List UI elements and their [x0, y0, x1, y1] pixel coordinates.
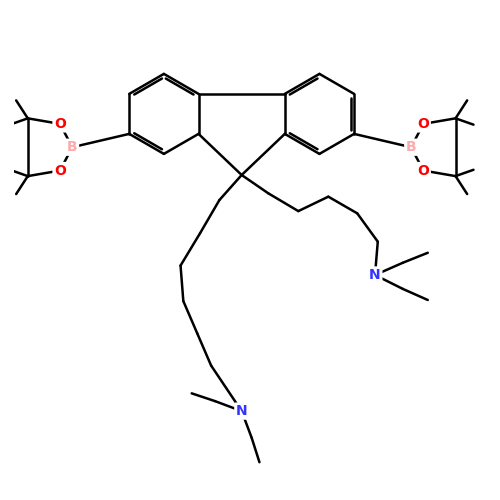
- Text: B: B: [406, 140, 416, 154]
- Text: N: N: [369, 268, 381, 282]
- Text: O: O: [54, 164, 66, 177]
- Text: B: B: [67, 140, 78, 154]
- Text: O: O: [418, 117, 430, 131]
- Text: N: N: [236, 404, 248, 418]
- Text: O: O: [54, 117, 66, 131]
- Text: O: O: [418, 164, 430, 177]
